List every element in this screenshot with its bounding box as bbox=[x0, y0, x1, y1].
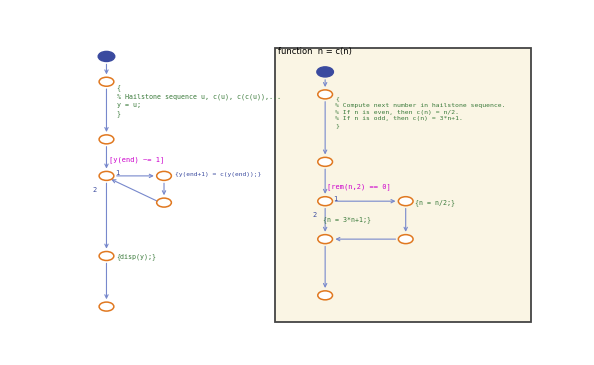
Circle shape bbox=[399, 197, 413, 206]
Text: [y(end) ~= 1]: [y(end) ~= 1] bbox=[109, 157, 164, 163]
FancyArrowPatch shape bbox=[337, 238, 396, 241]
FancyArrowPatch shape bbox=[112, 180, 158, 201]
Circle shape bbox=[318, 157, 333, 166]
Text: 2: 2 bbox=[93, 187, 97, 193]
FancyArrowPatch shape bbox=[105, 64, 108, 73]
Circle shape bbox=[318, 197, 333, 206]
Circle shape bbox=[318, 90, 333, 99]
FancyArrowPatch shape bbox=[162, 183, 166, 194]
Text: 1: 1 bbox=[333, 196, 337, 202]
Text: {y(end+1) = c(y(end));}: {y(end+1) = c(y(end));} bbox=[175, 172, 261, 177]
Circle shape bbox=[99, 302, 114, 311]
FancyArrowPatch shape bbox=[105, 183, 108, 247]
Circle shape bbox=[318, 291, 333, 300]
Circle shape bbox=[157, 172, 172, 180]
Circle shape bbox=[98, 51, 115, 62]
FancyArrowPatch shape bbox=[324, 169, 327, 193]
FancyArrowPatch shape bbox=[116, 174, 153, 177]
FancyArrowPatch shape bbox=[105, 89, 108, 131]
Text: 2: 2 bbox=[312, 212, 317, 218]
Circle shape bbox=[318, 235, 333, 243]
FancyArrowPatch shape bbox=[324, 80, 327, 86]
FancyArrowPatch shape bbox=[404, 208, 407, 231]
Text: function  n = c(n): function n = c(n) bbox=[278, 47, 352, 56]
FancyArrowPatch shape bbox=[335, 200, 394, 203]
Circle shape bbox=[399, 235, 413, 243]
Text: {n = n/2;}: {n = n/2;} bbox=[415, 199, 456, 206]
Text: {
% Hailstone sequence u, c(u), c(c(u)),...
y = u;
}: { % Hailstone sequence u, c(u), c(c(u)),… bbox=[116, 85, 280, 116]
Circle shape bbox=[99, 135, 114, 144]
Circle shape bbox=[99, 172, 114, 180]
Text: 1: 1 bbox=[115, 170, 119, 176]
Circle shape bbox=[99, 77, 114, 86]
Circle shape bbox=[157, 198, 172, 207]
Text: {n = 3*n+1;}: {n = 3*n+1;} bbox=[323, 217, 371, 223]
FancyArrowPatch shape bbox=[324, 246, 327, 287]
Circle shape bbox=[99, 251, 114, 261]
FancyArrowPatch shape bbox=[105, 147, 108, 168]
Circle shape bbox=[317, 67, 333, 77]
FancyArrowPatch shape bbox=[324, 102, 327, 153]
FancyArrowPatch shape bbox=[105, 263, 108, 298]
Text: {
% Compute next number in hailstone sequence.
% If n is even, then c(n) = n/2.
: { % Compute next number in hailstone seq… bbox=[335, 97, 505, 128]
FancyBboxPatch shape bbox=[274, 48, 532, 322]
Text: [rem(n,2) == 0]: [rem(n,2) == 0] bbox=[327, 183, 391, 190]
FancyArrowPatch shape bbox=[324, 208, 327, 231]
Text: {disp(y);}: {disp(y);} bbox=[116, 253, 157, 260]
